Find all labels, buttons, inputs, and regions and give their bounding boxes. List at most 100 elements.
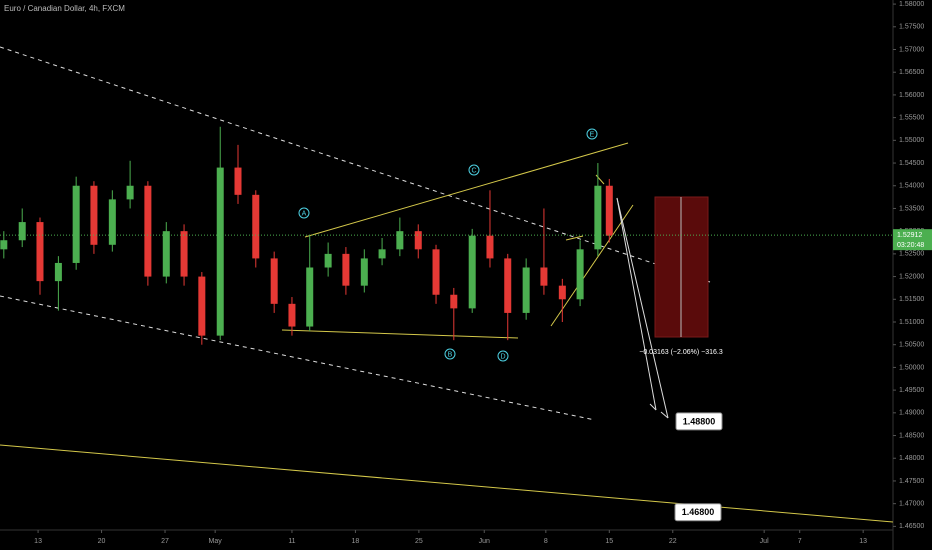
candle-body [504, 258, 512, 313]
candle-body [450, 294, 458, 309]
x-tick-label: Jul [760, 538, 769, 545]
candle-body [252, 194, 260, 259]
y-tick-label: 1.47500 [899, 478, 924, 485]
long-trendline [0, 444, 894, 523]
channel-lower [0, 295, 596, 421]
wedge-line [595, 174, 605, 185]
triangle-upper [304, 142, 629, 238]
candle-body [486, 235, 494, 259]
candle-body [288, 303, 296, 327]
candle-body [54, 262, 62, 282]
candle-body [414, 231, 422, 250]
candle-body [234, 167, 242, 195]
x-tick-label: 15 [605, 538, 613, 545]
projection-arrow [616, 197, 657, 411]
y-tick-label: 1.49500 [899, 387, 924, 394]
wave-label: E [590, 131, 595, 138]
x-tick-label: 13 [34, 538, 42, 545]
candle-body [378, 249, 386, 259]
candle-body [432, 249, 440, 295]
target-box [674, 503, 722, 522]
y-tick-label: 1.48500 [899, 432, 924, 439]
projection-arrow [616, 197, 669, 419]
x-tick-label: 18 [352, 538, 360, 545]
y-tick-label: 1.58000 [899, 1, 924, 8]
candle-body [0, 240, 8, 250]
candle-body [306, 267, 314, 327]
y-tick-label: 1.49000 [899, 410, 924, 417]
target-label: 1.48800 [683, 416, 716, 426]
y-tick-label: 1.55000 [899, 137, 924, 144]
candle-body [180, 231, 188, 277]
y-tick-label: 1.57500 [899, 24, 924, 31]
candle-body [360, 258, 368, 286]
y-tick-label: 1.48000 [899, 455, 924, 462]
candle-body [522, 267, 530, 313]
y-tick-label: 1.53500 [899, 205, 924, 212]
y-tick-label: 1.56500 [899, 69, 924, 76]
x-tick-label: 8 [544, 538, 548, 545]
x-tick-label: May [209, 538, 223, 545]
wave-circle [586, 128, 598, 140]
y-tick-label: 1.55500 [899, 114, 924, 121]
candle-body [162, 231, 170, 277]
y-tick-label: 1.52500 [899, 251, 924, 258]
candle-body [558, 285, 566, 300]
candle-body [72, 185, 80, 263]
y-tick-label: 1.50000 [899, 364, 924, 371]
candle-body [576, 249, 584, 300]
wedge-line [550, 204, 634, 327]
x-tick-label: 11 [288, 538, 295, 545]
wave-label: A [302, 210, 307, 217]
candle-body [144, 185, 152, 277]
y-tick-label: 1.51000 [899, 319, 924, 326]
candle-body [270, 258, 278, 304]
wave-label: C [471, 167, 476, 174]
candle-body [90, 185, 98, 245]
countdown: 03:20:48 [897, 242, 924, 249]
wedge-line [565, 235, 584, 241]
chart-title: Euro / Canadian Dollar, 4h, FXCM [4, 4, 125, 13]
x-tick-label: Jun [479, 538, 490, 545]
y-tick-label: 1.52000 [899, 273, 924, 280]
y-tick-label: 1.56000 [899, 92, 924, 99]
x-tick-label: 22 [669, 538, 677, 545]
candle-body [324, 253, 332, 268]
y-tick-label: 1.51500 [899, 296, 924, 303]
wave-circle [468, 164, 480, 176]
target-label: 1.46800 [682, 507, 715, 517]
wave-circle [298, 207, 310, 219]
candle-body [396, 231, 404, 250]
target-box [675, 412, 723, 431]
x-tick-label: 20 [98, 538, 106, 545]
price-tag [893, 229, 932, 251]
wave-label: D [500, 353, 505, 360]
candle-body [594, 185, 602, 250]
y-tick-label: 1.46500 [899, 523, 924, 530]
y-tick-label: 1.50500 [899, 342, 924, 349]
current-price-label: 1.52912 [897, 232, 922, 239]
candle-body [198, 276, 206, 336]
x-tick-label: 7 [798, 538, 802, 545]
candle-body [18, 222, 26, 241]
candle-body [36, 222, 44, 282]
x-tick-label: 25 [415, 538, 423, 545]
x-tick-label: 27 [161, 538, 169, 545]
y-tick-label: 1.54500 [899, 160, 924, 167]
measure-label: −0.03163 (−2.06%) −316.3 [639, 349, 723, 356]
triangle-lower [281, 329, 519, 339]
candle-body [605, 185, 613, 236]
y-tick-label: 1.54000 [899, 183, 924, 190]
candle-body [342, 253, 350, 286]
x-tick-label: 13 [859, 538, 867, 545]
wave-circle [444, 348, 456, 360]
y-tick-label: 1.47000 [899, 501, 924, 508]
candle-body [108, 199, 116, 245]
y-tick-label: 1.57000 [899, 46, 924, 53]
wave-circle [497, 350, 509, 362]
projection-arrow [649, 403, 657, 411]
projection-arrow [660, 411, 669, 419]
